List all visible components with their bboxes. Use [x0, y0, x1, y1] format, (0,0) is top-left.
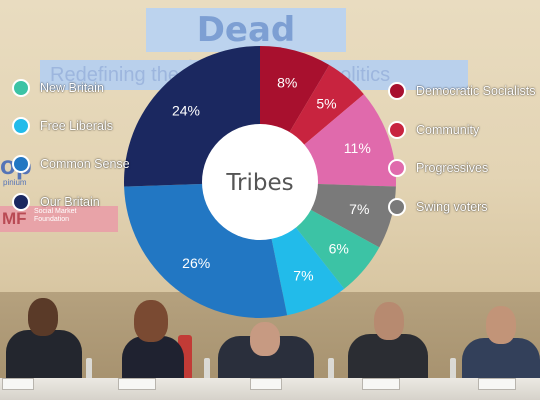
- legend-swatch: [12, 117, 30, 135]
- water-bottle: [450, 358, 456, 384]
- legend-label: Free Liberals: [40, 119, 113, 133]
- slice-label-new-britain: 6%: [329, 241, 349, 257]
- legend-item-our-britain: Our Britain: [12, 192, 100, 212]
- opinium-logo-subtext: pinium: [3, 178, 27, 187]
- slice-label-free-liberals: 7%: [293, 267, 313, 283]
- slice-label-swing-voters: 7%: [349, 201, 369, 217]
- legend-item-free-liberals: Free Liberals: [12, 116, 113, 136]
- slice-label-community: 5%: [316, 95, 336, 111]
- nameplate: [478, 378, 516, 390]
- legend-swatch: [388, 197, 406, 216]
- legend-item-progressives: Progressives: [388, 158, 488, 178]
- legend-label: Swing voters: [416, 199, 488, 214]
- legend-swatch: [12, 79, 30, 97]
- legend-swatch: [388, 82, 406, 100]
- legend-item-democratic-socialists: Democratic Socialists: [388, 81, 535, 101]
- water-bottle: [86, 358, 92, 384]
- legend-item-community: Community: [388, 120, 479, 140]
- smf-logo-subtext: Social Market Foundation: [34, 208, 77, 223]
- water-bottle: [328, 358, 334, 384]
- legend-label: Common Sense: [40, 157, 130, 171]
- legend-swatch: [388, 159, 406, 177]
- nameplate: [250, 378, 282, 390]
- legend-swatch: [12, 155, 30, 173]
- nameplate: [2, 378, 34, 390]
- legend-label: Progressives: [416, 161, 489, 175]
- water-bottle: [204, 358, 210, 384]
- chart-center-label: Tribes: [225, 170, 293, 196]
- legend-label: Our Britain: [40, 195, 100, 209]
- legend-swatch: [12, 193, 30, 211]
- slice-label-our-britain: 24%: [172, 102, 200, 118]
- slice-label-democratic-socialists: 8%: [277, 75, 297, 91]
- slice-label-progressives: 11%: [344, 140, 371, 156]
- legend-label: New Britain: [40, 81, 104, 95]
- nameplate: [118, 378, 156, 390]
- slice-label-common-sense: 26%: [182, 255, 210, 271]
- donut-hole: [202, 124, 318, 240]
- legend-label: Democratic Socialists: [416, 84, 536, 98]
- legend-label: Community: [416, 122, 480, 137]
- legend-item-swing-voters: Swing voters: [388, 197, 488, 217]
- nameplate: [362, 378, 400, 390]
- legend-item-common-sense: Common Sense: [12, 154, 130, 174]
- legend-swatch: [388, 120, 406, 139]
- legend-item-new-britain: New Britain: [12, 78, 104, 98]
